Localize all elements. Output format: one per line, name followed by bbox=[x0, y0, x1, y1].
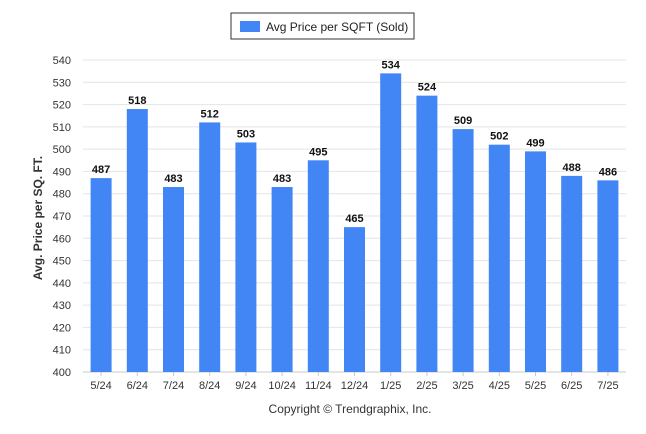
bars bbox=[90, 73, 619, 373]
y-tick-label: 450 bbox=[53, 256, 71, 268]
y-tick-label: 500 bbox=[53, 144, 71, 156]
data-label: 487 bbox=[92, 164, 110, 176]
y-tick-label: 430 bbox=[53, 300, 71, 312]
y-tick-label: 440 bbox=[53, 278, 71, 290]
bar-6/25 bbox=[561, 175, 583, 372]
y-tick-label: 490 bbox=[53, 166, 71, 178]
bar-4/25 bbox=[488, 144, 510, 372]
data-label: 495 bbox=[309, 146, 327, 158]
x-tick-label: 5/24 bbox=[90, 380, 111, 392]
bar-6/24 bbox=[126, 109, 148, 373]
legend-box bbox=[230, 12, 415, 40]
y-tick-label: 420 bbox=[53, 322, 71, 334]
x-tick-label: 1/25 bbox=[380, 380, 401, 392]
y-tick-label: 520 bbox=[53, 100, 71, 112]
x-tick-label: 10/24 bbox=[268, 380, 296, 392]
legend: Avg Price per SQFT (Sold) bbox=[230, 12, 415, 40]
data-label: 488 bbox=[563, 162, 581, 174]
data-label: 502 bbox=[490, 131, 508, 143]
data-label: 486 bbox=[599, 166, 617, 178]
bar-3/25 bbox=[452, 129, 474, 372]
data-label: 503 bbox=[237, 128, 255, 140]
legend-swatch bbox=[240, 21, 260, 32]
x-tick-label: 2/25 bbox=[416, 380, 437, 392]
x-tick-label: 4/25 bbox=[489, 380, 510, 392]
data-label: 524 bbox=[418, 82, 437, 94]
x-tick-label: 12/24 bbox=[341, 380, 369, 392]
y-tick-label: 460 bbox=[53, 233, 71, 245]
x-tick-label: 3/25 bbox=[452, 380, 473, 392]
data-label: 509 bbox=[454, 115, 472, 127]
data-label: 512 bbox=[201, 108, 219, 120]
x-tick-label: 9/24 bbox=[235, 380, 256, 392]
bar-7/25 bbox=[597, 180, 619, 372]
bar-7/24 bbox=[163, 187, 184, 372]
legend-label: Avg Price per SQFT (Sold) bbox=[266, 20, 408, 34]
bar-1/25 bbox=[380, 73, 402, 372]
y-tick-label: 510 bbox=[53, 122, 71, 134]
data-label: 534 bbox=[382, 59, 401, 71]
y-tick-label: 480 bbox=[53, 189, 71, 201]
x-tick-label: 7/24 bbox=[163, 380, 184, 392]
data-label: 483 bbox=[273, 173, 291, 185]
x-tick-label: 5/25 bbox=[525, 380, 546, 392]
y-tick-label: 400 bbox=[53, 367, 71, 379]
y-tick-label: 540 bbox=[53, 55, 71, 67]
x-axis-ticks: 5/24 6/24 7/24 8/24 9/24 10/24 11/24 12/24 1/25 2… bbox=[90, 372, 619, 392]
y-tick-label: 470 bbox=[53, 211, 71, 223]
y-tick-label: 410 bbox=[53, 345, 71, 357]
x-tick-label: 6/25 bbox=[561, 380, 582, 392]
data-label: 483 bbox=[164, 173, 182, 185]
x-tick-label: 8/24 bbox=[199, 380, 220, 392]
bar-10/24 bbox=[271, 187, 293, 372]
data-label: 499 bbox=[526, 137, 544, 149]
bar-9/24 bbox=[235, 142, 257, 372]
x-tick-label: 6/24 bbox=[127, 380, 148, 392]
y-axis-title: Avg. Price per SQ. FT. bbox=[31, 156, 45, 280]
data-labels: 487 518 483 512 503 483 495 465 534 524 509 502 499 4… bbox=[92, 59, 617, 225]
copyright-text: Copyright © Trendgraphix, Inc. bbox=[269, 402, 432, 416]
bar-5/25 bbox=[525, 151, 546, 372]
data-label: 465 bbox=[345, 213, 363, 225]
x-tick-label: 11/24 bbox=[305, 380, 332, 392]
bar-11/24 bbox=[307, 160, 329, 372]
bar-2/25 bbox=[416, 95, 438, 373]
bar-12/24 bbox=[344, 227, 365, 372]
data-label: 518 bbox=[128, 95, 146, 107]
x-tick-label: 7/25 bbox=[597, 380, 618, 392]
bar-8/24 bbox=[199, 122, 221, 373]
bar-5/24 bbox=[90, 178, 112, 372]
y-tick-label: 530 bbox=[53, 77, 71, 89]
y-axis-ticks: 400 410 420 430 440 450 460 470 480 490 500 510 520 5… bbox=[53, 55, 71, 379]
